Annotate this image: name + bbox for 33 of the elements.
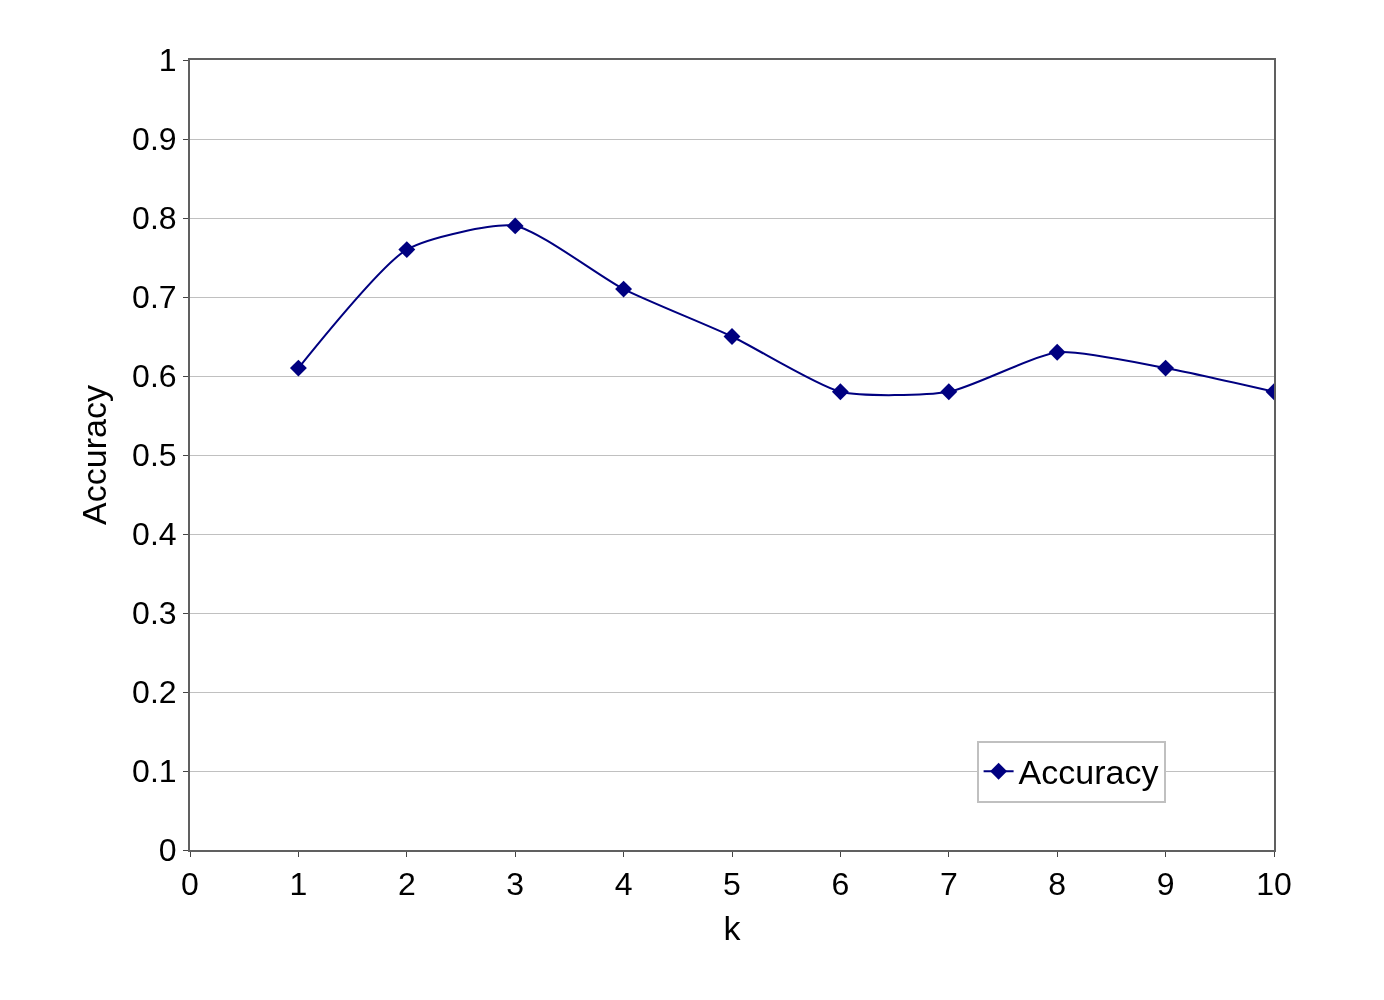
- y-tick-label: 0.4: [132, 516, 177, 553]
- y-tick-label: 0.6: [132, 358, 177, 395]
- y-tick-label: 1: [158, 42, 177, 79]
- point: [398, 241, 416, 259]
- y-tick-label: 0.5: [132, 437, 177, 474]
- point: [831, 383, 849, 401]
- point: [615, 280, 633, 298]
- legend-label: Accuracy: [1018, 753, 1159, 792]
- point: [723, 328, 741, 345]
- x-tick-label: 3: [506, 866, 525, 903]
- y-tick-label: 0.8: [132, 200, 177, 237]
- x-tick-label: 4: [614, 866, 633, 903]
- x-tick-label: 1: [289, 866, 308, 903]
- point: [289, 359, 307, 377]
- x-tick-label: 6: [831, 866, 850, 903]
- x-tick-label: 5: [723, 866, 741, 903]
- x-tick-label: 10: [1256, 866, 1292, 903]
- y-tick-label: 0.7: [132, 279, 177, 316]
- y-tick-label: 0: [158, 832, 177, 869]
- point: [506, 217, 524, 235]
- x-tick-label: 7: [939, 866, 958, 903]
- point: [940, 383, 958, 401]
- point: [1157, 359, 1175, 377]
- x-tick-label: 9: [1156, 866, 1175, 903]
- y-axis-title: Accuracy: [75, 385, 114, 525]
- y-tick-label: 0.2: [132, 674, 177, 711]
- point: [1048, 343, 1066, 361]
- y-tick-label: 0.1: [132, 753, 177, 790]
- y-tick-label: 0.3: [132, 595, 177, 632]
- y-tick-label: 0.9: [132, 121, 177, 158]
- x-axis-title: k: [723, 909, 742, 948]
- x-tick-label: 8: [1048, 866, 1067, 903]
- x-tick-label: 2: [397, 866, 416, 903]
